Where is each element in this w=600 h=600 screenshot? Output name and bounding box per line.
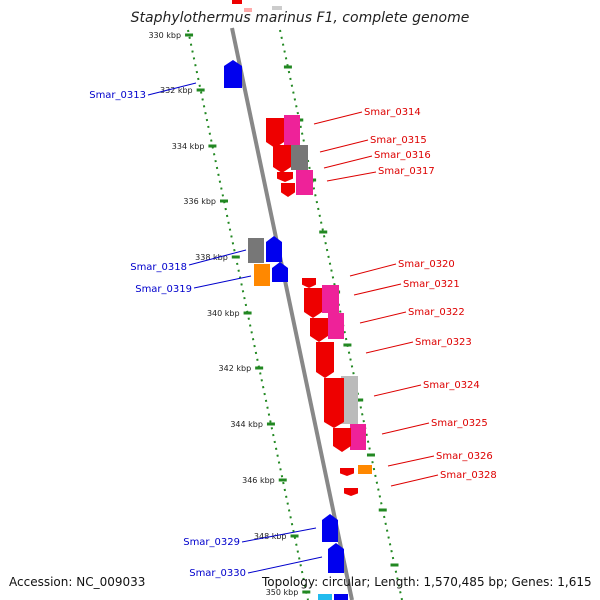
tick-label: 344 kbp xyxy=(230,420,263,429)
gene-leader-line xyxy=(349,263,397,277)
gene-label[interactable]: Smar_0314 xyxy=(364,107,421,118)
gene-leader-line xyxy=(147,82,197,96)
gene-mark-Smar_0319 xyxy=(254,264,270,286)
accession-text: Accession: NC_009033 xyxy=(9,575,146,589)
gene-label[interactable]: Smar_0330 xyxy=(189,568,246,579)
gene-mark-Smar_0315 xyxy=(273,145,291,173)
gene-mark-Smar_0330 xyxy=(328,543,344,573)
gene-mark-Smar_0317 xyxy=(281,183,295,197)
gene-label[interactable]: Smar_0313 xyxy=(89,90,146,101)
gene-mark-Smar_0324 xyxy=(324,378,344,428)
map-title: Staphylothermus marinus F1, complete gen… xyxy=(131,10,470,26)
gene-leader-line xyxy=(353,283,402,296)
gene-mark-Smar_0321 xyxy=(304,288,322,318)
gene-mark-Smar_0324 xyxy=(341,376,358,424)
gene-mark-Smar_0325 xyxy=(333,428,351,452)
gene-label[interactable]: Smar_0326 xyxy=(436,451,493,462)
tick-label: 332 kbp xyxy=(160,86,193,95)
tick-label: 340 kbp xyxy=(207,309,240,318)
gene-mark xyxy=(272,6,282,10)
gene-mark-Smar_0322 xyxy=(328,313,344,339)
gene-label[interactable]: Smar_0325 xyxy=(431,418,488,429)
gene-leader-line xyxy=(323,155,373,169)
tick-label: 346 kbp xyxy=(242,476,275,485)
gene-label[interactable]: Smar_0321 xyxy=(403,279,460,290)
gene-mark-Smar_0313 xyxy=(224,60,242,88)
gene-leader-line xyxy=(390,474,439,487)
gene-leader-line xyxy=(241,527,317,543)
gene-mark-Smar_0316 xyxy=(291,145,308,170)
gene-mark xyxy=(232,0,242,4)
tick-label: 330 kbp xyxy=(148,31,181,40)
gene-leader-line xyxy=(359,311,407,324)
gene-label[interactable]: Smar_0322 xyxy=(408,307,465,318)
gene-leader-line xyxy=(193,275,252,289)
gene-mark-Smar_0318 xyxy=(266,236,282,262)
gene-mark-Smar_0321 xyxy=(322,285,339,313)
gene-mark-Smar_0322 xyxy=(310,318,328,342)
gene-mark-Smar_0314 xyxy=(284,115,300,145)
gene-leader-line xyxy=(313,111,363,125)
gene-mark xyxy=(334,594,348,600)
gene-mark-Smar_0317 xyxy=(296,170,313,195)
gene-mark-Smar_0329 xyxy=(322,514,338,542)
gene-mark-Smar_0325 xyxy=(350,424,366,450)
gene-mark xyxy=(318,594,332,600)
gene-leader-line xyxy=(188,249,247,266)
gene-mark-Smar_0326 xyxy=(358,465,372,474)
genome-backbone xyxy=(230,27,354,600)
gene-label[interactable]: Smar_0328 xyxy=(440,470,497,481)
gene-leader-line xyxy=(365,341,414,354)
gene-mark-Smar_0326 xyxy=(340,468,354,476)
gene-mark-Smar_0319 xyxy=(272,262,288,282)
tick-label: 350 kbp xyxy=(266,588,299,597)
topology-text: Topology: circular; Length: 1,570,485 bp… xyxy=(262,575,592,589)
gene-label[interactable]: Smar_0319 xyxy=(135,284,192,295)
gene-label[interactable]: Smar_0320 xyxy=(398,259,455,270)
gene-label[interactable]: Smar_0316 xyxy=(374,150,431,161)
gene-leader-line xyxy=(387,455,435,467)
gene-label[interactable]: Smar_0318 xyxy=(130,262,187,273)
tick-label: 342 kbp xyxy=(219,364,252,373)
gene-label[interactable]: Smar_0315 xyxy=(370,135,427,146)
gene-label[interactable]: Smar_0323 xyxy=(415,337,472,348)
tick-label: 334 kbp xyxy=(172,142,205,151)
gene-leader-line xyxy=(247,556,323,574)
gene-label[interactable]: Smar_0329 xyxy=(183,537,240,548)
gene-mark-Smar_0316 xyxy=(277,172,293,182)
gene-leader-line xyxy=(381,422,430,435)
gene-leader-line xyxy=(319,139,369,153)
gene-label[interactable]: Smar_0317 xyxy=(378,166,435,177)
gene-leader-line xyxy=(373,384,422,397)
gene-mark-Smar_0318 xyxy=(248,238,264,263)
gene-mark xyxy=(244,8,252,12)
gene-leader-line xyxy=(326,171,377,182)
tick-label: 336 kbp xyxy=(183,197,216,206)
gene-mark-Smar_0323 xyxy=(316,342,334,378)
gene-label[interactable]: Smar_0324 xyxy=(423,380,480,391)
gene-mark-Smar_0320 xyxy=(302,278,316,288)
gene-mark-Smar_0314 xyxy=(266,118,284,148)
gene-mark-Smar_0328 xyxy=(344,488,358,496)
track-band xyxy=(183,28,408,600)
tick-label: 338 kbp xyxy=(195,253,228,262)
